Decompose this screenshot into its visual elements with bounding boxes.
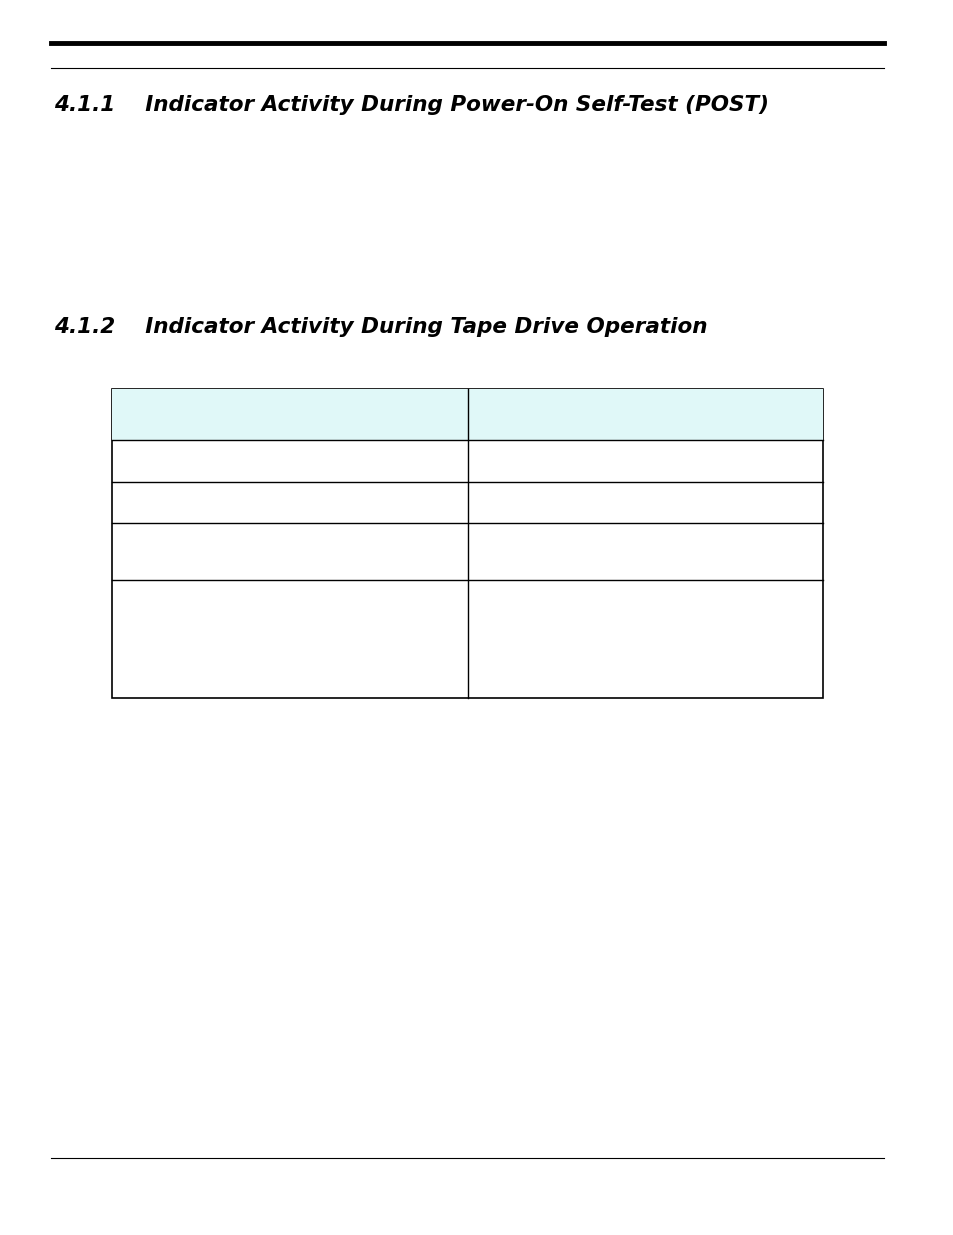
Text: 4.1.1    Indicator Activity During Power-On Self-Test (POST): 4.1.1 Indicator Activity During Power-On… bbox=[54, 95, 768, 115]
Text: 4.1.2    Indicator Activity During Tape Drive Operation: 4.1.2 Indicator Activity During Tape Dri… bbox=[54, 317, 707, 337]
Bar bbox=[112, 389, 822, 698]
Bar bbox=[112, 389, 822, 440]
